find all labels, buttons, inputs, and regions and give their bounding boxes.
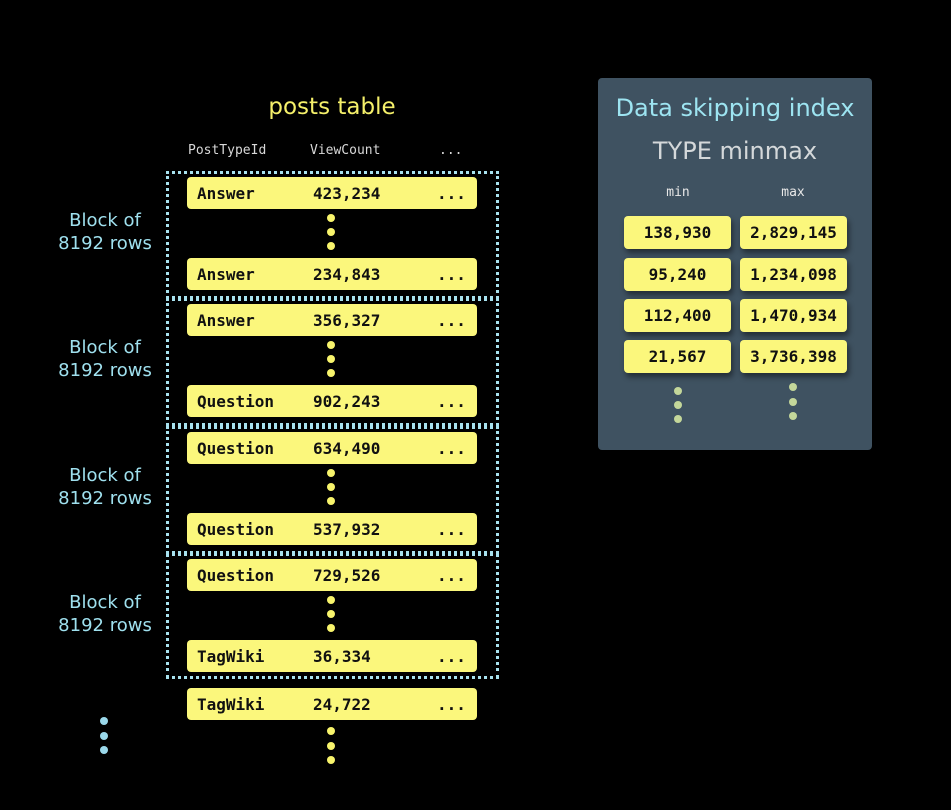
- ellipsis-dots-icon: [327, 497, 335, 505]
- table-row: Question 902,243...: [187, 385, 477, 417]
- ellipsis-dots-icon: [674, 387, 682, 395]
- ellipsis-dots-icon: [327, 610, 335, 618]
- table-row: TagWiki 24,722...: [187, 688, 477, 720]
- ellipsis-dots-icon: [327, 483, 335, 491]
- ellipsis-dots-icon: [674, 401, 682, 409]
- granule-block: [166, 171, 499, 299]
- ellipsis-dots-icon: [327, 756, 335, 764]
- cell-more: ...: [437, 520, 466, 539]
- index-title: Data skipping index: [615, 94, 855, 122]
- column-header-more: ...: [439, 143, 463, 158]
- ellipsis-dots-icon: [327, 355, 335, 363]
- block-label: Block of 8192 rows: [58, 210, 152, 254]
- block-label: Block of 8192 rows: [58, 592, 152, 636]
- ellipsis-dots-icon: [674, 415, 682, 423]
- max-header: max: [781, 185, 805, 200]
- index-max-cell: 3,736,398: [740, 340, 847, 373]
- cell-type: TagWiki: [197, 647, 265, 666]
- cell-viewcount: 902,243: [313, 392, 381, 411]
- ellipsis-dots-icon: [327, 469, 335, 477]
- index-subtitle: TYPE minmax: [652, 137, 818, 165]
- ellipsis-dots-icon: [327, 214, 335, 222]
- cell-more: ...: [437, 311, 466, 330]
- ellipsis-dots-icon: [327, 242, 335, 250]
- cell-viewcount: 356,327: [313, 311, 381, 330]
- table-row: Answer 423,234...: [187, 177, 477, 209]
- cell-viewcount: 634,490: [313, 439, 381, 458]
- cell-type: Answer: [197, 184, 255, 203]
- table-row: Question 537,932...: [187, 513, 477, 545]
- ellipsis-dots-icon: [327, 741, 335, 750]
- ellipsis-dots-icon: [327, 228, 335, 236]
- ellipsis-dots-icon: [327, 624, 335, 632]
- ellipsis-dots-icon: [789, 383, 797, 391]
- cell-type: Answer: [197, 265, 255, 284]
- ellipsis-dots-icon: [100, 746, 108, 754]
- cell-more: ...: [437, 392, 466, 411]
- cell-more: ...: [437, 695, 466, 714]
- granule-block: [166, 426, 499, 554]
- cell-more: ...: [437, 566, 466, 585]
- granule-block: [166, 298, 499, 426]
- cell-type: Answer: [197, 311, 255, 330]
- block-label: Block of 8192 rows: [58, 465, 152, 509]
- cell-more: ...: [437, 439, 466, 458]
- ellipsis-dots-icon: [789, 397, 797, 406]
- ellipsis-dots-icon: [100, 717, 108, 725]
- cell-viewcount: 36,334: [313, 647, 371, 666]
- index-max-cell: 2,829,145: [740, 216, 847, 249]
- ellipsis-dots-icon: [327, 596, 335, 604]
- index-max-cell: 1,470,934: [740, 299, 847, 332]
- table-title: posts table: [268, 94, 396, 120]
- cell-more: ...: [437, 265, 466, 284]
- index-min-cell: 112,400: [624, 299, 731, 332]
- block-label: Block of 8192 rows: [58, 337, 152, 381]
- cell-type: Question: [197, 439, 275, 458]
- ellipsis-dots-icon: [789, 412, 797, 420]
- cell-viewcount: 234,843: [313, 265, 381, 284]
- cell-viewcount: 729,526: [313, 566, 381, 585]
- index-max-cell: 1,234,098: [740, 258, 847, 291]
- table-row: TagWiki 36,334...: [187, 640, 477, 672]
- cell-type: Question: [197, 392, 275, 411]
- cell-more: ...: [437, 184, 466, 203]
- ellipsis-dots-icon: [327, 369, 335, 377]
- cell-viewcount: 24,722: [313, 695, 371, 714]
- index-min-cell: 21,567: [624, 340, 731, 373]
- cell-type: Question: [197, 566, 275, 585]
- table-row: Answer 234,843...: [187, 258, 477, 290]
- ellipsis-dots-icon: [100, 731, 108, 740]
- index-min-cell: 138,930: [624, 216, 731, 249]
- cell-more: ...: [437, 647, 466, 666]
- cell-viewcount: 537,932: [313, 520, 381, 539]
- cell-type: Question: [197, 520, 275, 539]
- column-header-viewcount: ViewCount: [310, 143, 381, 158]
- granule-block: [166, 553, 499, 679]
- table-row: Question 634,490...: [187, 432, 477, 464]
- column-header-posttypeid: PostTypeId: [188, 143, 267, 158]
- ellipsis-dots-icon: [327, 727, 335, 735]
- min-header: min: [666, 185, 690, 200]
- table-row: Question 729,526...: [187, 559, 477, 591]
- table-row: Answer 356,327...: [187, 304, 477, 336]
- index-min-cell: 95,240: [624, 258, 731, 291]
- ellipsis-dots-icon: [327, 341, 335, 349]
- cell-type: TagWiki: [197, 695, 265, 714]
- cell-viewcount: 423,234: [313, 184, 381, 203]
